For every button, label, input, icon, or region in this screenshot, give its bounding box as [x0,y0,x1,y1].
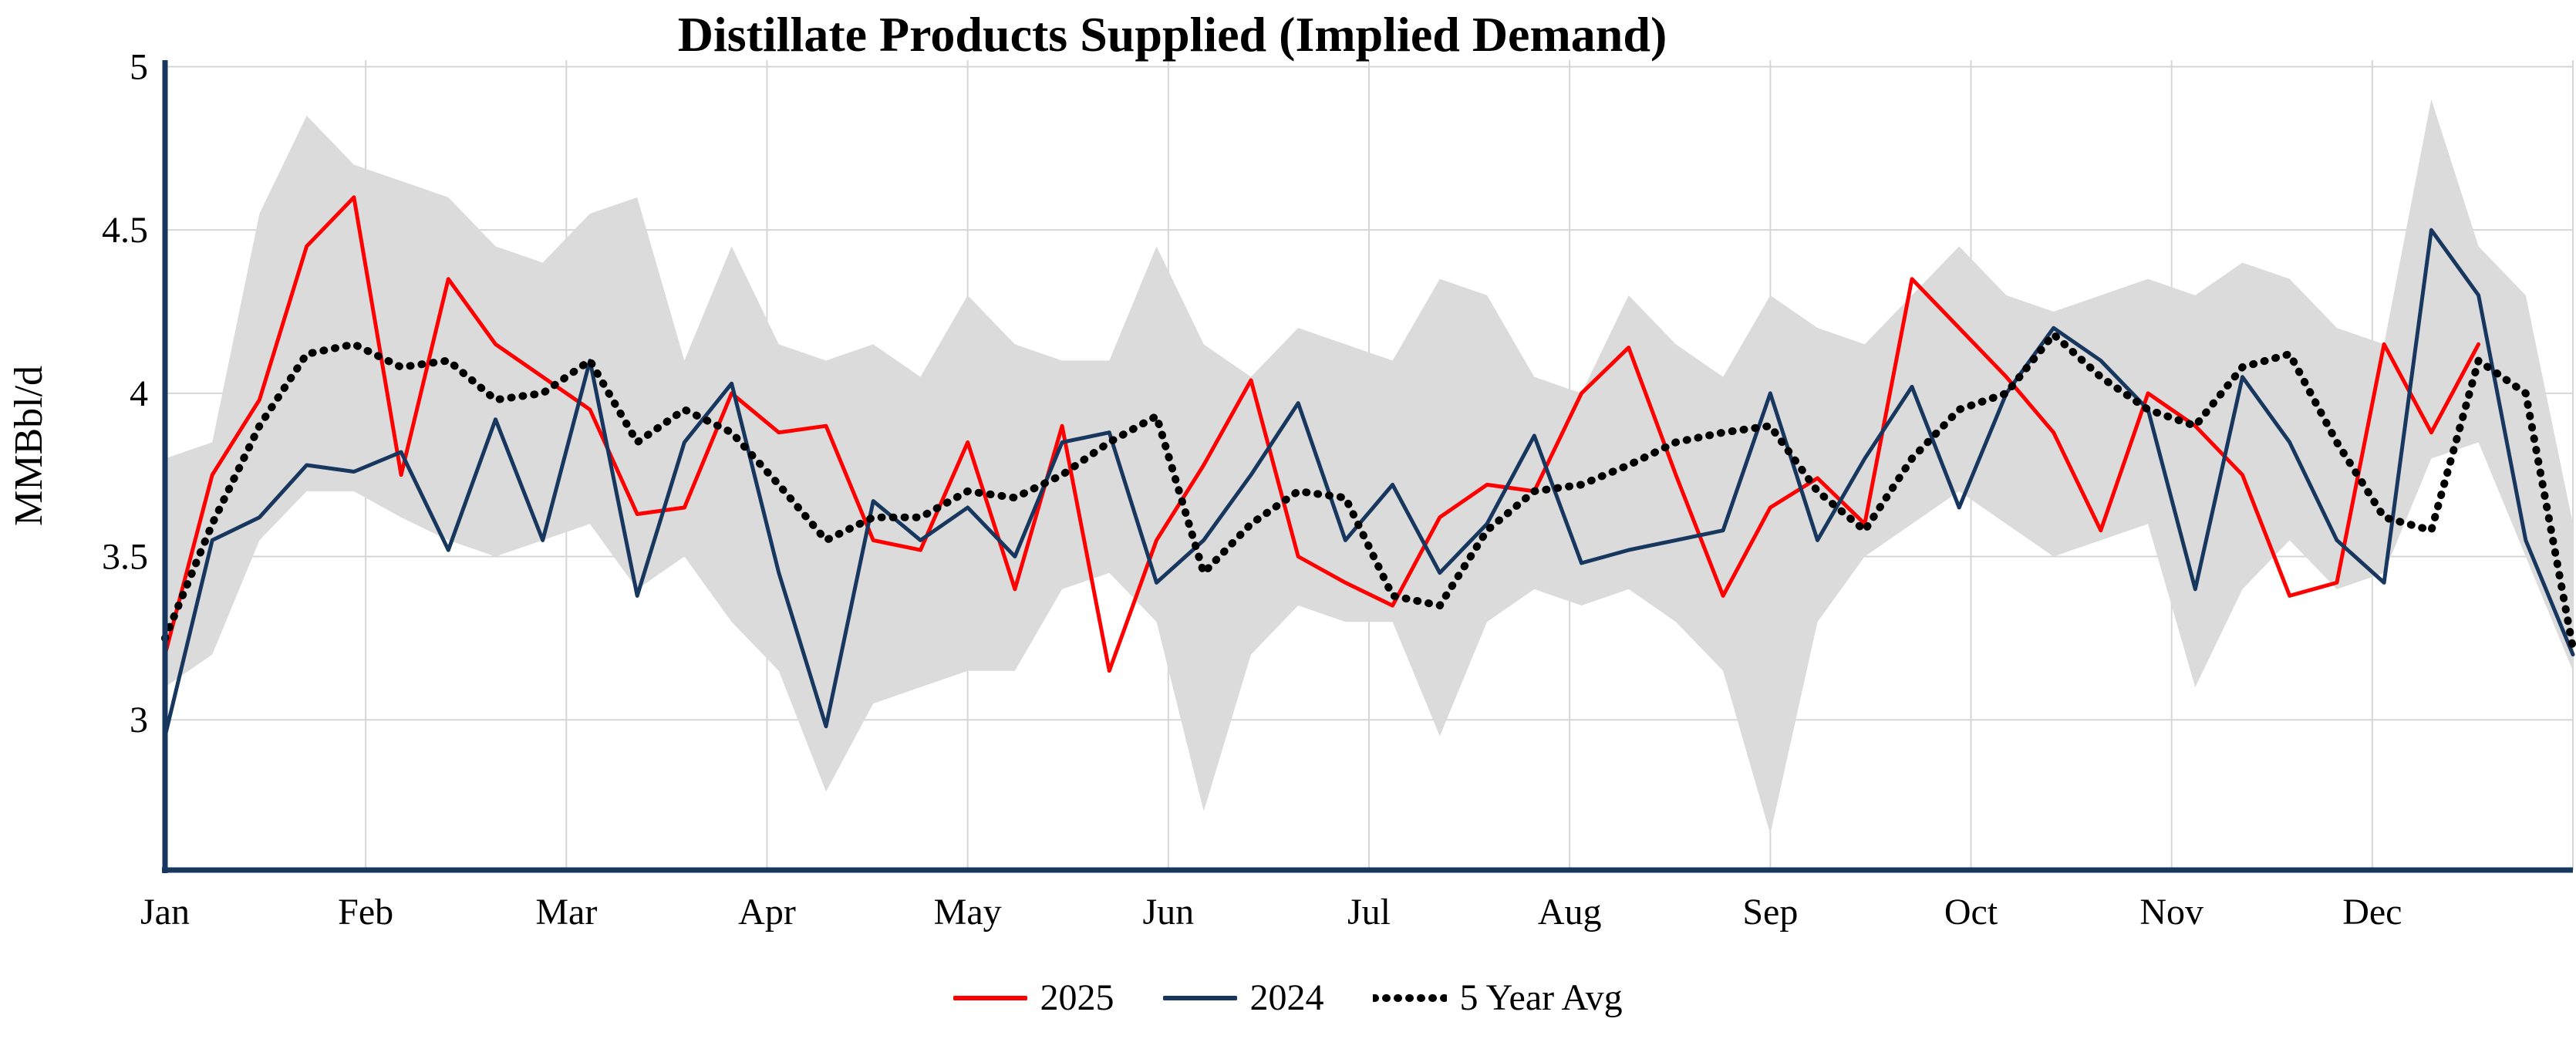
series-layer [161,195,2576,738]
axis-layer [162,60,2573,873]
legend-item-2024: 2024 [1163,976,1323,1019]
legend-label: 5 Year Avg [1459,977,1623,1018]
legend-swatch-solid [953,995,1028,1000]
x-tick-label-nov: Nov [2139,892,2203,933]
x-tick-label-apr: Apr [738,892,796,933]
range-band-layer [165,99,2573,835]
y-tick-label: 3 [130,700,148,740]
y-tick-label: 3.5 [102,537,148,578]
x-tick-label-may: May [934,892,1002,933]
text-layer: Distillate Products Supplied (Implied De… [7,7,2402,933]
y-tick-label: 4.5 [102,210,148,251]
x-tick-label-sep: Sep [1742,892,1798,933]
x-tick-label-jul: Jul [1347,892,1391,933]
x-tick-label-mar: Mar [535,892,597,933]
x-tick-label-dec: Dec [2342,892,2402,933]
x-tick-label-oct: Oct [1944,892,1998,933]
series-line-5-year-avg [161,330,2576,653]
y-tick-label: 4 [130,373,148,414]
x-tick-label-jun: Jun [1142,892,1194,933]
legend-item-5-year-avg: 5 Year Avg [1373,976,1623,1019]
series-line-2024 [163,228,2575,738]
legend-label: 2025 [1040,977,1114,1018]
y-tick-label: 5 [130,46,148,87]
x-tick-label-aug: Aug [1538,892,1602,933]
five-year-range-band [165,99,2573,835]
series-line-2025 [163,195,2481,673]
legend-item-2025: 2025 [953,976,1114,1019]
x-tick-label-feb: Feb [338,892,393,933]
legend-swatch-solid [1163,995,1238,1000]
chart-title: Distillate Products Supplied (Implied De… [678,7,1667,62]
y-axis-label: MMBbl/d [7,366,51,526]
legend: 2025 2024 5 Year Avg [0,976,2576,1019]
legend-label: 2024 [1249,977,1324,1018]
x-tick-label-jan: Jan [140,892,190,933]
legend-swatch-dotted [1373,993,1448,1002]
